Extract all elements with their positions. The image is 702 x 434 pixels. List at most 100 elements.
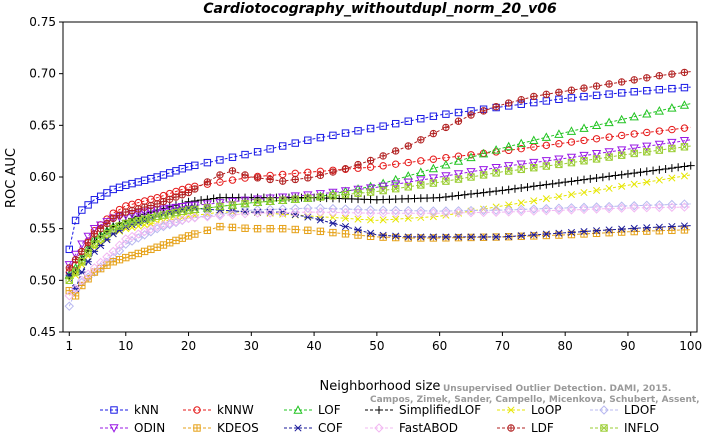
point-loop-shape xyxy=(492,203,500,211)
point-inflo-cross xyxy=(680,143,688,151)
point-simplifiedlof xyxy=(517,183,526,192)
point-knn xyxy=(567,94,576,102)
point-lof xyxy=(604,117,614,127)
point-odin xyxy=(667,138,677,148)
point-odin xyxy=(378,182,388,192)
point-kdeos xyxy=(454,233,463,242)
point-kdeos xyxy=(429,234,438,242)
point-ldof-shape xyxy=(529,204,539,214)
point-lof-shape xyxy=(667,103,677,112)
point-ldf-cross xyxy=(103,220,111,227)
point-ldof xyxy=(315,203,326,213)
point-odin-shape xyxy=(579,151,589,161)
point-inflo-cross xyxy=(153,212,161,220)
point-lof-shape xyxy=(441,159,451,169)
point-simplifiedlof-shape xyxy=(448,192,457,201)
point-inflo-shape xyxy=(580,157,588,165)
point-simplifiedlof xyxy=(573,176,582,185)
point-ldf xyxy=(134,205,143,213)
point-fastabod-shape xyxy=(215,211,225,221)
point-inflo-shape xyxy=(90,240,99,248)
point-inflo-cross xyxy=(404,183,412,191)
point-odin-shape xyxy=(391,180,401,190)
point-fastabod xyxy=(503,207,514,217)
x-tick-label: 10 xyxy=(118,339,133,353)
point-lof xyxy=(466,152,476,162)
point-knn xyxy=(241,150,249,159)
point-lof-shape xyxy=(516,138,526,148)
point-cof-shape xyxy=(417,233,425,241)
point-ldof xyxy=(252,205,263,215)
point-lof-shape xyxy=(365,181,376,191)
point-ldof xyxy=(591,202,602,212)
point-odin xyxy=(83,232,93,242)
point-kdeos-cross xyxy=(172,237,180,244)
point-fastabod-shape xyxy=(77,275,87,286)
point-ldf xyxy=(78,247,86,256)
point-inflo-cross xyxy=(442,177,450,185)
point-knn-shape xyxy=(617,89,626,97)
point-inflo-shape xyxy=(680,143,689,151)
point-odin-shape xyxy=(165,204,175,214)
point-kdeos xyxy=(159,241,168,249)
point-odin xyxy=(504,162,514,171)
point-knnw xyxy=(122,202,130,210)
point-ldf xyxy=(103,219,111,228)
legend-item-knn: kNN xyxy=(100,403,159,417)
point-knnw-shape xyxy=(655,127,664,135)
point-inflo-cross xyxy=(530,164,538,172)
point-ldf-cross xyxy=(266,176,274,183)
point-cof xyxy=(304,213,312,221)
point-fastabod xyxy=(139,226,150,237)
legend-marker-simplifiedlof xyxy=(375,406,383,414)
point-inflo-shape xyxy=(530,164,538,172)
point-knn-shape xyxy=(442,110,450,118)
point-kdeos-cross xyxy=(668,227,676,234)
point-odin xyxy=(554,155,564,165)
point-inflo-shape xyxy=(191,205,199,214)
point-kdeos-cross xyxy=(179,234,186,242)
point-knnw xyxy=(680,124,689,132)
point-ldof-shape xyxy=(202,211,213,221)
point-ldof-shape xyxy=(121,239,131,249)
point-knn xyxy=(166,169,174,177)
point-kdeos-cross xyxy=(643,227,650,235)
point-kdeos-cross xyxy=(392,234,399,241)
point-ldf xyxy=(668,70,676,78)
point-odin xyxy=(416,176,426,185)
point-ldf xyxy=(228,167,237,175)
point-cof-shape xyxy=(555,229,563,237)
point-inflo-cross xyxy=(567,159,576,167)
point-knnw-shape xyxy=(147,195,155,204)
point-knn xyxy=(605,90,613,98)
point-fastabod xyxy=(108,246,118,257)
point-lof-shape xyxy=(391,174,401,184)
point-kdeos xyxy=(184,232,193,240)
point-knnw xyxy=(147,195,155,204)
point-cof xyxy=(391,232,400,240)
point-inflo-cross xyxy=(279,196,287,204)
point-fastabod-shape xyxy=(190,213,200,223)
point-fastabod xyxy=(378,208,388,218)
point-lof-shape xyxy=(416,167,426,176)
point-cof xyxy=(103,236,111,244)
point-fastabod xyxy=(290,207,300,218)
point-knn-shape xyxy=(147,174,155,183)
point-kdeos-cross xyxy=(153,244,161,251)
point-knnw xyxy=(429,155,438,163)
point-ldof xyxy=(290,203,300,214)
point-ldf xyxy=(65,264,73,272)
series-inflo xyxy=(65,143,691,285)
point-fastabod-shape xyxy=(95,257,106,268)
point-odin xyxy=(629,144,639,154)
point-inflo-shape xyxy=(467,173,475,181)
point-kdeos-cross xyxy=(455,234,462,241)
point-fastabod xyxy=(315,207,326,217)
point-ldf xyxy=(71,255,80,264)
point-fastabod-shape xyxy=(227,210,238,220)
point-inflo-cross xyxy=(65,276,73,284)
point-ldof-shape xyxy=(503,205,514,215)
point-fastabod xyxy=(642,202,652,213)
point-knn-shape xyxy=(71,216,80,225)
point-inflo-shape xyxy=(655,146,664,154)
